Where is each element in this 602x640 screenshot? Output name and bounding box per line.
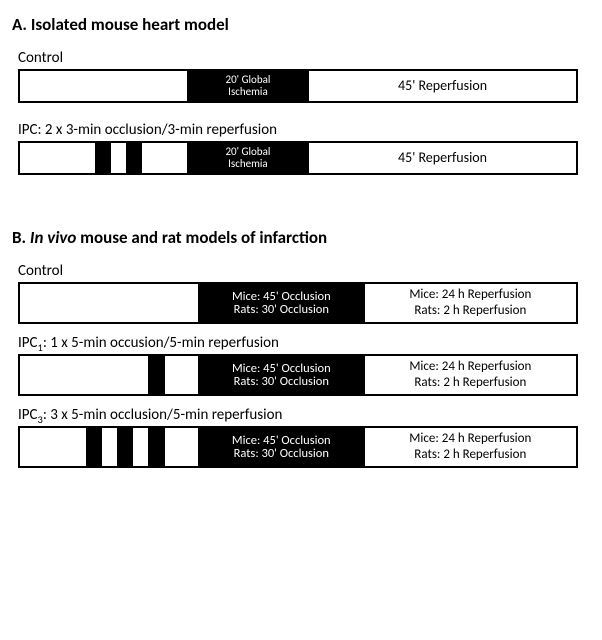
segment-white [111,143,127,173]
panel-a-ipc-bar: 20' Global Ischemia45' Reperfusion [18,141,578,175]
segment-white: 45' Reperfusion [309,71,576,101]
segment-black [95,143,111,173]
segment-black [148,428,165,466]
segment-white [165,356,198,394]
segment-white: Mice: 24 h Reperfusion Rats: 2 h Reperfu… [365,284,576,322]
segment-white [20,284,198,322]
segment-black: Mice: 45' Occlusion Rats: 30' Occlusion [198,356,365,394]
segment-white [20,71,187,101]
segment-white [20,356,148,394]
segment-black [148,356,165,394]
panel-a-letter: A. [12,14,31,35]
panel-b-title: B. In vivo mouse and rat models of infar… [12,227,590,248]
panel-b-ipc3-pre: IPC [18,406,38,424]
panel-b-letter: B. [12,227,30,248]
panel-b-ipc3-bar: Mice: 45' Occlusion Rats: 30' OcclusionM… [18,426,578,468]
panel-a-ipc-label: IPC: 2 x 3-min occlusion/3-min reperfusi… [18,121,590,139]
segment-white [20,143,95,173]
panel-a-control-label: Control [18,49,590,67]
segment-white: 45' Reperfusion [309,143,576,173]
panel-b-ipc3-label: IPC3: 3 x 5-min occlusion/5-min reperfus… [18,406,590,424]
panel-b-italic: In vivo [30,227,76,248]
segment-white [20,428,86,466]
segment-black: 20' Global Ischemia [187,143,309,173]
panel-b-ipc1-pre: IPC [18,334,38,352]
segment-black [117,428,134,466]
segment-black [86,428,103,466]
panel-b-ipc3-post: : 3 x 5-min occlusion/5-min reperfusion [43,406,283,424]
segment-white: Mice: 24 h Reperfusion Rats: 2 h Reperfu… [365,428,576,466]
panel-a-control-bar: 20' Global Ischemia45' Reperfusion [18,69,578,103]
panel-b-control-label: Control [18,262,590,280]
segment-white [133,428,147,466]
panel-b-heading-rest: mouse and rat models of infarction [76,227,327,248]
segment-black [126,143,142,173]
panel-b-ipc1-label: IPC1: 1 x 5-min occusion/5-min reperfusi… [18,334,590,352]
segment-black: Mice: 45' Occlusion Rats: 30' Occlusion [198,428,365,466]
segment-white [142,143,187,173]
segment-white: Mice: 24 h Reperfusion Rats: 2 h Reperfu… [365,356,576,394]
segment-white [102,428,116,466]
panel-a-title: A. Isolated mouse heart model [12,14,590,35]
segment-white [165,428,198,466]
panel-b-ipc1-bar: Mice: 45' Occlusion Rats: 30' OcclusionM… [18,354,578,396]
panel-a-heading: Isolated mouse heart model [31,14,229,35]
panel-b-ipc1-post: : 1 x 5-min occusion/5-min reperfusion [43,334,279,352]
panel-b-control-bar: Mice: 45' Occlusion Rats: 30' OcclusionM… [18,282,578,324]
segment-black: 20' Global Ischemia [187,71,309,101]
segment-black: Mice: 45' Occlusion Rats: 30' Occlusion [198,284,365,322]
